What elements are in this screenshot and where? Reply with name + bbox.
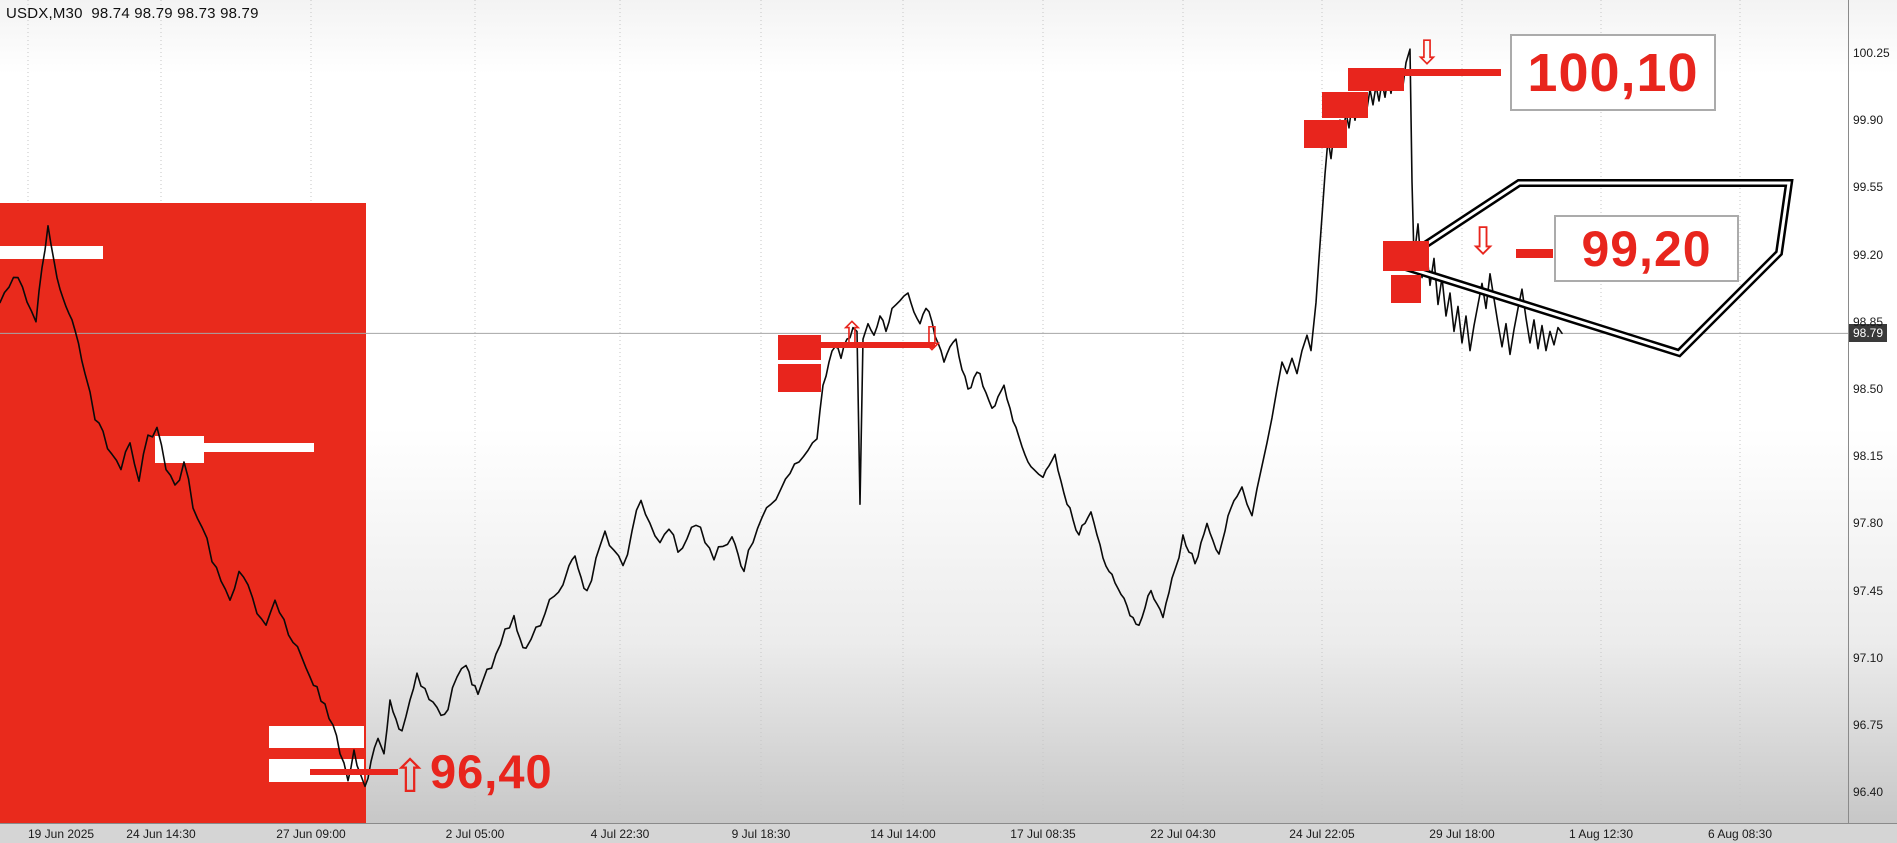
up-arrow-icon[interactable]: ⇧	[838, 314, 866, 353]
price-axis-tick: 99.55	[1853, 180, 1884, 195]
time-axis-tick: 4 Jul 22:30	[590, 827, 650, 841]
price-axis-tick: 96.75	[1853, 718, 1884, 732]
time-axis-tick: 17 Jul 08:35	[1010, 827, 1076, 841]
red-level-line[interactable]	[1404, 69, 1501, 76]
symbol-ohlc-info: USDX,M30 98.74 98.79 98.73 98.79	[6, 5, 259, 22]
time-axis-tick: 14 Jul 14:00	[870, 827, 936, 841]
red-orderblock-box[interactable]	[1391, 275, 1421, 303]
price-axis-tick: 99.90	[1853, 113, 1884, 128]
time-axis-tick: 9 Jul 18:30	[731, 827, 791, 841]
time-axis-tick: 24 Jul 22:05	[1289, 827, 1355, 841]
white-level-box[interactable]	[0, 246, 103, 259]
red-orderblock-box[interactable]	[1322, 92, 1368, 118]
time-axis[interactable]: 19 Jun 2025 24 Jun 14:30 27 Jun 09:00 2 Jul…	[0, 823, 1897, 843]
red-orderblock-box[interactable]	[1348, 68, 1404, 91]
down-arrow-icon[interactable]: ⇩	[1413, 33, 1442, 73]
price-axis-tick: 98.15	[1853, 449, 1884, 464]
red-orderblock-box[interactable]	[1383, 241, 1429, 271]
time-axis-tick: 29 Jul 18:00	[1429, 827, 1495, 841]
time-axis-tick: 27 Jun 09:00	[276, 827, 346, 841]
price-axis-tick: 97.10	[1853, 650, 1884, 665]
red-level-line[interactable]	[310, 769, 398, 775]
price-target-99-20-text: 99,20	[1581, 220, 1712, 277]
price-series-line	[0, 48, 1563, 788]
down-arrow-icon[interactable]: ⇩	[1467, 219, 1499, 263]
red-orderblock-box[interactable]	[778, 335, 821, 360]
price-target-96-40[interactable]: 96,40	[430, 748, 553, 795]
red-level-line[interactable]	[820, 342, 935, 348]
price-target-96-40-text: 96,40	[430, 745, 553, 798]
supply-zone-rect[interactable]	[0, 203, 366, 823]
price-axis-tick: 99.20	[1853, 247, 1884, 262]
up-arrow-icon[interactable]: ⇧	[391, 749, 430, 803]
time-axis-tick: 2 Jul 05:00	[445, 827, 505, 841]
time-axis-tick: 22 Jul 04:30	[1150, 827, 1216, 841]
price-target-box-100-10[interactable]: 100,10	[1510, 34, 1716, 111]
chart-plot-area[interactable]: ⇧ ⇧ ⇩ ⇩ ⇩ USDX,M30 98.74 98.79 98.73 98.79 1…	[0, 0, 1848, 823]
price-axis-tick: 97.80	[1853, 516, 1884, 531]
time-axis-tick: 6 Aug 08:30	[1707, 827, 1773, 841]
red-level-line[interactable]	[1516, 249, 1553, 258]
price-axis-tick: 98.50	[1853, 382, 1884, 396]
time-axis-tick: 1 Aug 12:30	[1568, 827, 1634, 841]
price-axis-tick: 96.40	[1853, 785, 1884, 800]
current-price-badge: 98.79	[1849, 324, 1888, 343]
price-axis-tick: 100.25	[1853, 46, 1890, 60]
time-axis-tick: 19 Jun 2025	[28, 827, 95, 841]
down-arrow-icon[interactable]: ⇩	[918, 319, 946, 358]
price-chart-canvas: ⇧ ⇧ ⇩ ⇩ ⇩	[0, 0, 1848, 823]
red-orderblock-box[interactable]	[778, 364, 821, 392]
price-axis-tick: 98.85	[1853, 314, 1884, 329]
time-axis-tick: 24 Jun 14:30	[126, 827, 196, 841]
red-orderblock-box[interactable]	[1304, 120, 1347, 148]
white-level-box[interactable]	[204, 443, 314, 452]
price-target-100-10-text: 100,10	[1527, 42, 1699, 103]
price-target-box-99-20[interactable]: 99,20	[1554, 215, 1739, 282]
price-axis[interactable]: 98.79 100.25 99.90 99.55 99.20 98.85 98.50 98.…	[1848, 0, 1897, 823]
price-axis-tick: 97.45	[1853, 583, 1884, 598]
white-level-box[interactable]	[269, 726, 364, 748]
